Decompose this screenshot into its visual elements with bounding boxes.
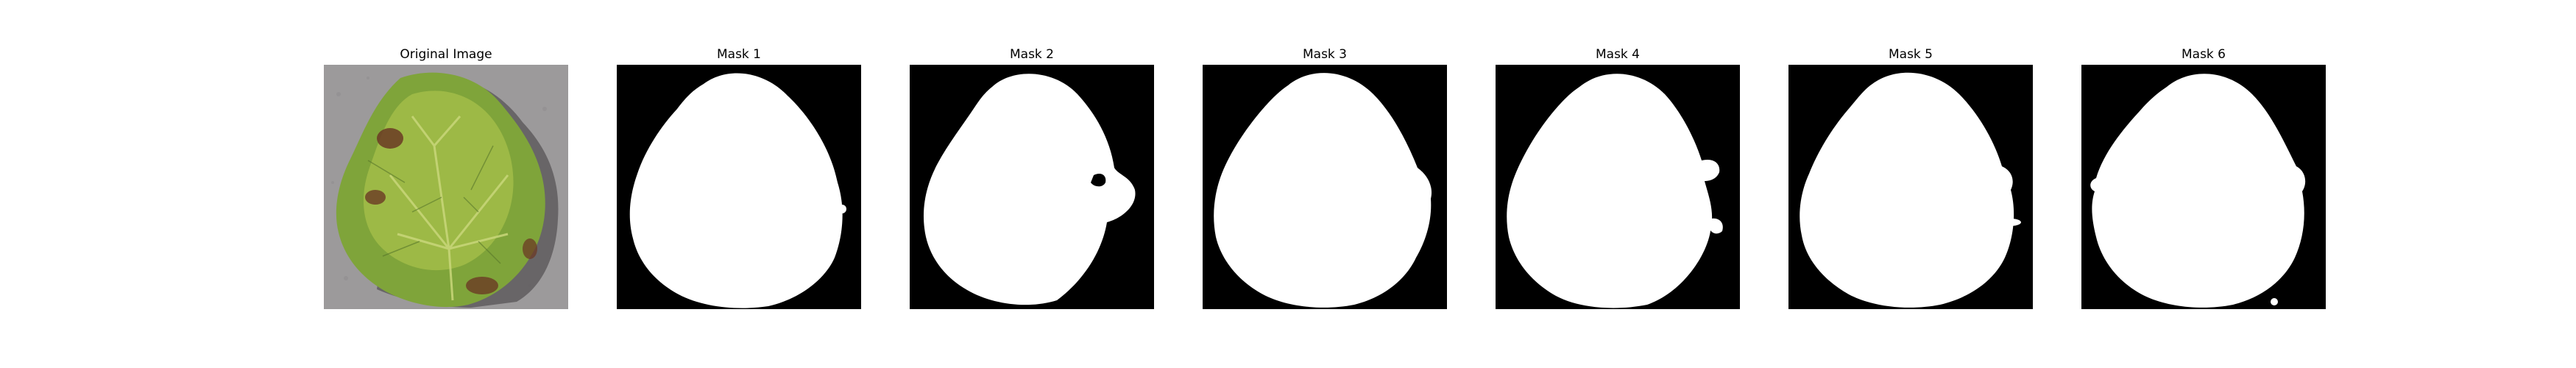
panel-mask-5: Mask 5 — [1788, 46, 2033, 311]
mask-3-image — [1203, 65, 1447, 309]
mask-4-image — [1496, 65, 1740, 309]
panel-title: Mask 5 — [1888, 47, 1933, 62]
panel-title: Mask 3 — [1302, 47, 1347, 62]
panel-mask-6: Mask 6 — [2081, 46, 2326, 311]
panel-mask-2: Mask 2 — [910, 46, 1154, 311]
mask-2-image — [910, 65, 1154, 309]
panel-mask-1: Mask 1 — [617, 46, 861, 311]
panel-title: Mask 6 — [2181, 47, 2226, 62]
mask-1-image — [617, 65, 861, 309]
mask-6-image — [2081, 65, 2326, 309]
panel-mask-3: Mask 3 — [1203, 46, 1447, 311]
panel-mask-4: Mask 4 — [1496, 46, 1740, 311]
panel-title: Mask 2 — [1009, 47, 1054, 62]
panel-original-image: Original Image — [324, 46, 568, 311]
mask-5-image — [1788, 65, 2033, 309]
panel-title: Mask 4 — [1595, 47, 1640, 62]
original-leaf-photo — [324, 65, 568, 309]
panel-title: Original Image — [400, 47, 492, 62]
panel-title: Mask 1 — [716, 47, 761, 62]
